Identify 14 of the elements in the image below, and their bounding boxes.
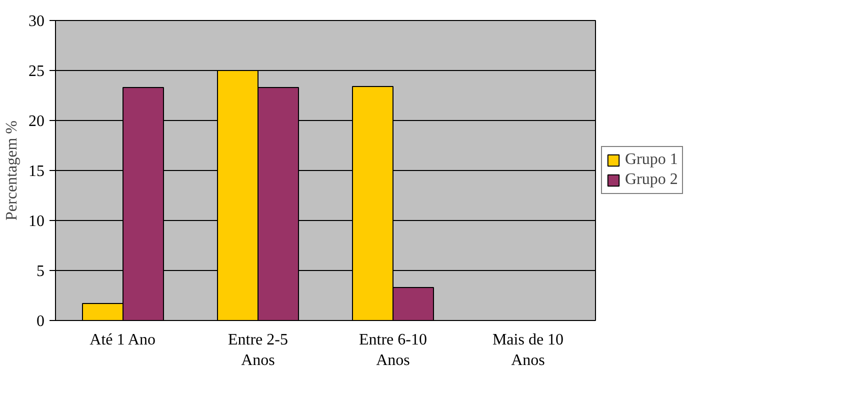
y-tick-label: 30	[28, 13, 44, 30]
y-axis-title: Percentagem %	[4, 120, 20, 220]
y-tick-label: 20	[28, 113, 44, 130]
x-tick-label: Mais de 10 Anos	[492, 332, 564, 369]
x-tick-label: Entre 6-10 Anos	[359, 332, 427, 369]
legend-label: Grupo 2	[625, 171, 678, 189]
x-tick-label: Até 1 Ano	[90, 332, 156, 348]
y-tick-label: 15	[28, 163, 44, 180]
y-tick-label: 0	[36, 313, 44, 330]
y-tick-label: 10	[28, 213, 44, 230]
x-tick-label: Entre 2-5 Anos	[228, 332, 288, 369]
y-tick-label: 25	[28, 63, 44, 80]
legend-label: Grupo 1	[625, 151, 678, 169]
y-tick-label: 5	[36, 263, 44, 280]
